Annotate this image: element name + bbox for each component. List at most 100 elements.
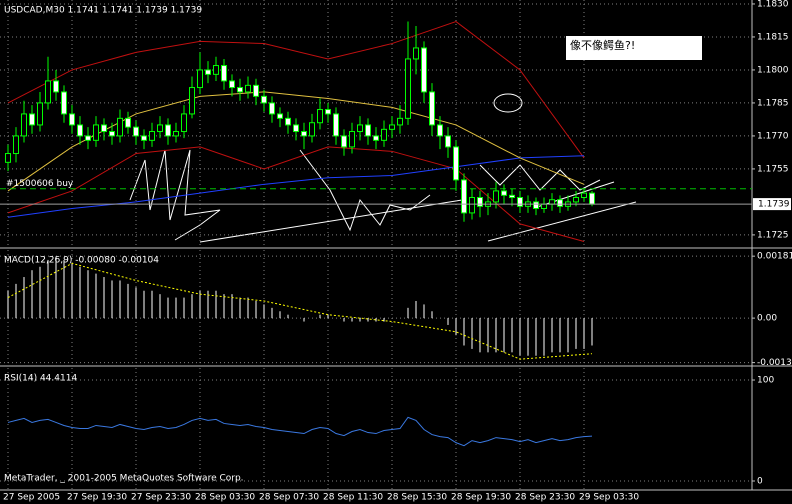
candle-body <box>181 113 187 133</box>
panel-title: RSI(14) 44.4114 <box>4 374 77 384</box>
macd-bar <box>79 266 81 319</box>
candle-body <box>197 69 203 89</box>
y-tick-label: 1.1770 <box>757 131 789 141</box>
macd-bar <box>455 318 457 336</box>
candle-body <box>69 113 75 126</box>
macd-bar <box>95 273 97 319</box>
candle-body <box>453 146 459 181</box>
candle-body <box>21 113 27 137</box>
candle-body <box>277 113 283 119</box>
y-tick-label: 1.1830 <box>757 0 789 9</box>
macd-bar <box>423 304 425 319</box>
macd-bar <box>87 270 89 319</box>
macd-bar <box>375 318 377 322</box>
macd-bar <box>151 290 153 319</box>
macd-bar <box>463 318 465 346</box>
macd-bar <box>343 318 345 322</box>
macd-bar <box>63 259 65 319</box>
candle-body <box>405 58 411 119</box>
macd-bar <box>231 294 233 319</box>
hand-drawings <box>129 93 637 243</box>
macd-bar <box>487 318 489 353</box>
candle-body <box>229 80 235 89</box>
x-tick-label: 27 Sep 19:30 <box>67 493 127 503</box>
macd-bar <box>103 277 105 319</box>
candle-body <box>557 199 563 207</box>
macd-bar <box>111 280 113 319</box>
macd-bar <box>7 290 9 319</box>
macd-bar <box>415 300 417 319</box>
order-label: #1500606 buy <box>6 179 74 189</box>
y-tick-label: 1.1815 <box>757 32 789 42</box>
candle-body <box>509 194 515 199</box>
indicator-line <box>7 20 585 159</box>
candle-body <box>29 113 35 126</box>
x-tick-label: 28 Sep 23:30 <box>515 493 575 503</box>
candle-body <box>301 131 307 137</box>
y-tick-label: 0 <box>757 477 763 487</box>
y-tick-label: 100 <box>757 376 774 386</box>
candle-body <box>5 153 11 163</box>
candle-body <box>357 124 363 133</box>
x-tick-label: 28 Sep 03:30 <box>195 493 255 503</box>
y-tick-label: 1.1800 <box>757 65 789 75</box>
candle-body <box>429 91 435 126</box>
candle-body <box>245 84 251 93</box>
macd-bar <box>559 318 561 353</box>
panel-title: USDCAD,M30 1.1741 1.1741 1.1739 1.1739 <box>4 6 202 16</box>
candle-body <box>45 80 51 104</box>
candle-body <box>109 131 115 137</box>
candle-body <box>141 135 147 141</box>
candle-body <box>325 109 331 115</box>
candle-body <box>333 113 339 137</box>
candle-body <box>125 117 131 128</box>
candle-body <box>317 109 323 124</box>
candle-body <box>533 201 539 210</box>
panel-title: MACD(12,26,9) -0.00080 -0.00104 <box>4 256 159 266</box>
candle-body <box>349 131 355 148</box>
y-tick-label: 1.1725 <box>757 230 789 240</box>
candle-body <box>493 190 499 203</box>
macd-bar <box>583 318 585 349</box>
candle-body <box>133 126 139 137</box>
macd-bar <box>359 318 361 322</box>
candle-body <box>549 199 555 205</box>
macd-bar <box>127 283 129 319</box>
macd-bar <box>575 318 577 349</box>
macd-bar <box>167 297 169 319</box>
macd-bar <box>15 283 17 319</box>
scribble <box>299 149 431 232</box>
macd-bar <box>143 290 145 319</box>
macd-bar <box>447 318 449 325</box>
macd-bar <box>503 318 505 353</box>
macd-bar <box>159 294 161 319</box>
candle-body <box>541 203 547 210</box>
macd-bar <box>279 311 281 319</box>
scribble <box>479 164 601 191</box>
candle-body <box>309 122 315 137</box>
candle-body <box>157 124 163 133</box>
candle-body <box>365 124 371 137</box>
macd-bar <box>383 318 385 322</box>
macd-bar <box>287 314 289 319</box>
x-tick-label: 28 Sep 19:30 <box>451 493 511 503</box>
candle-body <box>389 124 395 130</box>
x-tick-label: 27 Sep 2005 <box>3 493 60 503</box>
macd-bar <box>471 318 473 349</box>
macd-bar <box>199 290 201 319</box>
candle-body <box>517 197 523 207</box>
macd-bar <box>511 318 513 353</box>
y-tick-label: 1.1755 <box>757 164 789 174</box>
candle-body <box>117 117 123 137</box>
candle-body <box>477 197 483 207</box>
y-tick-label: 0.00 <box>757 314 777 324</box>
candle-body <box>53 80 59 93</box>
macd-bar <box>319 314 321 319</box>
candle-body <box>85 135 91 141</box>
x-tick-label: 27 Sep 23:30 <box>131 493 191 503</box>
macd-bar <box>183 297 185 319</box>
macd-bar <box>263 304 265 319</box>
macd-bar <box>55 256 57 319</box>
macd-bar <box>71 263 73 319</box>
